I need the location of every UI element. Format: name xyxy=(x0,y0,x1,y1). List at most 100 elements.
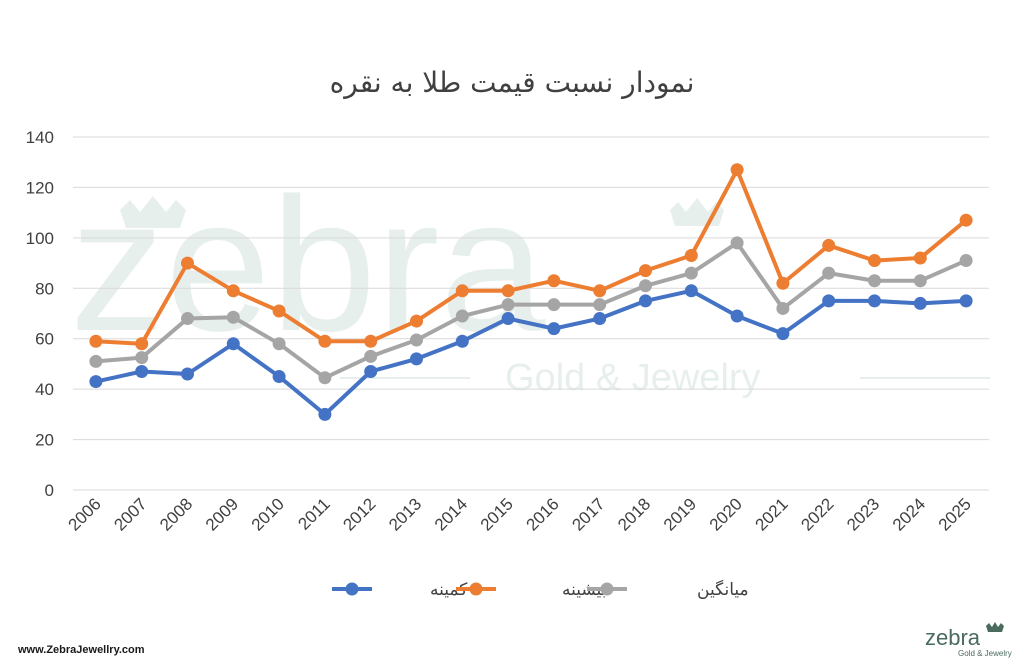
x-axis-ticks: 2006 2007 2008 2009 2010 2011 2012 2013 2014 2015… xyxy=(65,494,975,534)
brand-logo: zebra Gold & Jewelry xyxy=(925,622,1012,658)
data-point xyxy=(684,266,698,280)
legend-item-min: کمینه xyxy=(332,580,468,600)
x-tick-label: 2019 xyxy=(660,494,700,534)
data-point xyxy=(181,256,194,270)
data-point xyxy=(135,351,149,365)
x-tick-label: 2008 xyxy=(156,494,196,534)
data-point xyxy=(959,254,973,268)
data-point xyxy=(913,296,927,310)
data-point xyxy=(135,337,149,351)
y-tick-label: 120 xyxy=(26,178,54,197)
data-point xyxy=(318,334,332,348)
brand-wordmark: zebra xyxy=(925,625,981,650)
data-point xyxy=(410,314,423,328)
x-tick-label: 2009 xyxy=(202,494,242,534)
data-point xyxy=(822,238,836,252)
chart-title: نمودار نسبت قیمت طلا به نقره xyxy=(330,66,695,99)
x-tick-label: 2021 xyxy=(752,494,792,534)
y-tick-label: 80 xyxy=(35,279,54,298)
data-point xyxy=(364,349,378,363)
y-tick-label: 20 xyxy=(35,431,54,450)
x-tick-label: 2012 xyxy=(339,494,379,534)
y-tick-label: 140 xyxy=(26,128,54,147)
x-tick-label: 2023 xyxy=(843,494,883,534)
legend-marker-avg xyxy=(600,582,614,596)
svg-text:zebra: zebra xyxy=(70,159,546,371)
legend: کمینه بیشینه میانگین xyxy=(332,579,749,600)
data-point xyxy=(364,334,378,348)
data-point xyxy=(730,236,744,250)
data-point xyxy=(913,274,927,288)
y-tick-label: 40 xyxy=(35,380,54,399)
x-tick-label: 2006 xyxy=(65,494,105,534)
data-point xyxy=(364,364,378,378)
data-point xyxy=(593,298,607,312)
data-point xyxy=(730,163,744,177)
data-point xyxy=(135,364,149,378)
watermark-logo: zebra Gold & Jewelry xyxy=(70,159,990,399)
brand-crown-icon xyxy=(986,622,1004,632)
series-2 xyxy=(89,236,973,385)
y-tick-label: 0 xyxy=(45,481,54,500)
data-point xyxy=(593,284,607,298)
data-point xyxy=(547,298,561,312)
data-point xyxy=(684,249,698,263)
legend-item-avg: میانگین xyxy=(587,579,749,600)
data-point xyxy=(501,298,515,312)
data-point xyxy=(684,284,698,298)
footer-url: www.ZebraJewellry.com xyxy=(17,644,145,656)
series-line xyxy=(95,240,967,380)
data-point xyxy=(318,371,332,385)
data-point xyxy=(776,301,790,315)
data-point xyxy=(822,266,836,280)
data-point xyxy=(593,312,607,326)
data-point xyxy=(639,279,652,293)
x-tick-label: 2022 xyxy=(797,494,837,534)
data-point xyxy=(455,284,469,298)
x-tick-label: 2007 xyxy=(110,494,150,534)
data-point xyxy=(272,304,286,318)
x-tick-label: 2016 xyxy=(523,494,563,534)
data-point xyxy=(776,327,790,341)
x-tick-label: 2024 xyxy=(889,494,929,534)
data-point xyxy=(501,312,515,326)
data-point xyxy=(181,312,194,326)
data-point xyxy=(730,309,744,323)
x-tick-label: 2014 xyxy=(431,494,471,534)
y-tick-label: 100 xyxy=(26,229,54,248)
data-point xyxy=(776,276,790,290)
brand-subtitle: Gold & Jewelry xyxy=(958,649,1012,658)
legend-item-max: بیشینه xyxy=(456,580,606,600)
data-point xyxy=(89,334,103,348)
series-layer xyxy=(89,163,973,421)
data-point xyxy=(318,407,332,421)
data-point xyxy=(959,213,973,227)
data-point xyxy=(89,375,103,389)
x-tick-label: 2017 xyxy=(568,494,608,534)
data-point xyxy=(455,334,469,348)
data-point xyxy=(547,322,561,336)
legend-label-max: بیشینه xyxy=(562,580,606,600)
x-tick-label: 2020 xyxy=(706,494,746,534)
data-point xyxy=(226,310,240,324)
data-point xyxy=(822,294,836,308)
data-point xyxy=(272,370,286,384)
gridlines xyxy=(73,136,989,491)
data-point xyxy=(89,354,103,368)
series-0 xyxy=(89,284,973,421)
y-axis-ticks: 0 20 40 60 80 100 120 140 xyxy=(26,128,54,500)
svg-text:Gold & Jewelry: Gold & Jewelry xyxy=(505,357,761,399)
series-line xyxy=(95,167,968,346)
data-point xyxy=(868,254,881,268)
data-point xyxy=(547,274,561,288)
data-point xyxy=(959,294,973,308)
legend-marker-max xyxy=(469,582,483,596)
data-point xyxy=(501,284,515,298)
data-point xyxy=(913,251,927,265)
data-point xyxy=(639,264,652,278)
data-point xyxy=(181,367,194,381)
legend-marker-min xyxy=(345,582,359,596)
legend-label-avg: میانگین xyxy=(697,579,749,600)
legend-label-min: کمینه xyxy=(430,580,468,600)
